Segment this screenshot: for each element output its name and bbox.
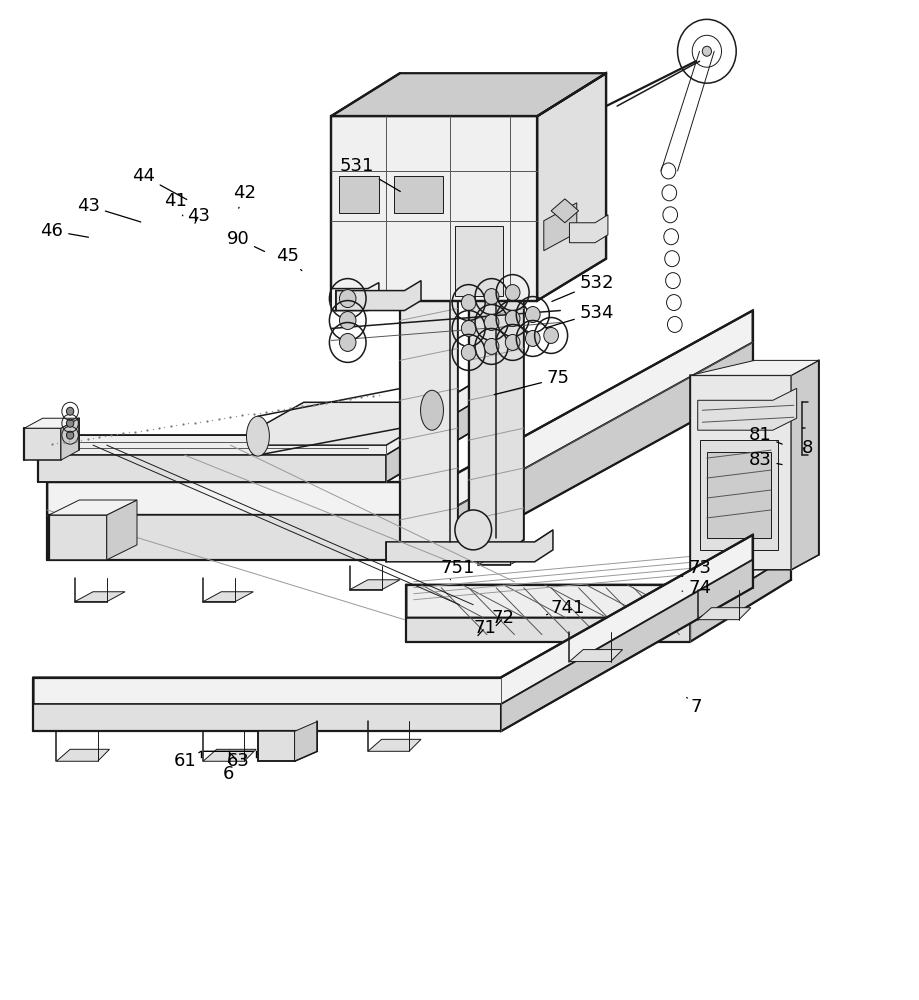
- Text: 43: 43: [77, 197, 141, 222]
- Circle shape: [339, 312, 356, 329]
- Text: 71: 71: [473, 619, 496, 637]
- Text: 41: 41: [164, 192, 187, 216]
- Polygon shape: [258, 402, 432, 445]
- Polygon shape: [331, 283, 379, 311]
- Ellipse shape: [246, 416, 269, 456]
- Polygon shape: [349, 580, 400, 590]
- Circle shape: [339, 290, 356, 308]
- Polygon shape: [501, 560, 753, 731]
- Text: 532: 532: [551, 274, 614, 301]
- Text: 8: 8: [802, 439, 813, 457]
- Polygon shape: [107, 500, 137, 560]
- Text: 73: 73: [682, 559, 711, 577]
- Polygon shape: [33, 704, 501, 731]
- Text: 42: 42: [233, 184, 255, 208]
- Circle shape: [484, 315, 499, 330]
- Polygon shape: [698, 608, 751, 620]
- Polygon shape: [24, 418, 79, 428]
- Polygon shape: [551, 199, 579, 223]
- Text: 44: 44: [132, 167, 187, 200]
- Text: 46: 46: [40, 222, 88, 240]
- Circle shape: [484, 338, 499, 354]
- Ellipse shape: [421, 390, 444, 430]
- Circle shape: [66, 419, 74, 427]
- Polygon shape: [386, 400, 478, 482]
- Polygon shape: [258, 731, 295, 761]
- Polygon shape: [74, 592, 125, 602]
- Circle shape: [461, 344, 476, 360]
- Polygon shape: [61, 418, 79, 460]
- Text: 6: 6: [223, 761, 234, 783]
- Polygon shape: [690, 360, 819, 570]
- Polygon shape: [698, 388, 797, 430]
- Polygon shape: [406, 522, 791, 618]
- Polygon shape: [690, 360, 819, 375]
- Circle shape: [526, 307, 540, 322]
- Circle shape: [544, 327, 559, 343]
- Polygon shape: [47, 311, 753, 515]
- Text: 751: 751: [440, 559, 475, 580]
- Polygon shape: [38, 455, 386, 482]
- Circle shape: [505, 334, 520, 350]
- Text: 534: 534: [547, 304, 614, 328]
- Text: 90: 90: [226, 230, 265, 251]
- Text: 43: 43: [187, 207, 210, 225]
- Polygon shape: [368, 739, 421, 751]
- Polygon shape: [406, 618, 690, 642]
- Circle shape: [461, 320, 476, 336]
- Text: 81: 81: [749, 426, 782, 444]
- Circle shape: [484, 289, 499, 305]
- Circle shape: [526, 330, 540, 346]
- Polygon shape: [469, 243, 524, 552]
- Polygon shape: [455, 226, 504, 296]
- Polygon shape: [791, 360, 819, 570]
- Polygon shape: [414, 106, 471, 261]
- Polygon shape: [331, 116, 538, 301]
- Text: 741: 741: [547, 599, 584, 617]
- Polygon shape: [24, 428, 61, 460]
- Polygon shape: [56, 749, 109, 761]
- Text: 531: 531: [340, 157, 401, 191]
- Polygon shape: [49, 500, 137, 515]
- Polygon shape: [338, 176, 379, 213]
- Circle shape: [455, 510, 492, 550]
- Polygon shape: [478, 555, 528, 565]
- Polygon shape: [335, 281, 421, 311]
- Polygon shape: [38, 380, 478, 455]
- Polygon shape: [33, 535, 753, 704]
- Polygon shape: [570, 650, 622, 662]
- Polygon shape: [203, 749, 256, 761]
- Circle shape: [66, 431, 74, 439]
- Circle shape: [702, 46, 711, 56]
- Polygon shape: [47, 515, 441, 560]
- Polygon shape: [570, 215, 608, 243]
- Circle shape: [66, 407, 74, 415]
- Text: 74: 74: [682, 579, 711, 597]
- Polygon shape: [49, 515, 107, 560]
- Text: 83: 83: [749, 451, 782, 469]
- Polygon shape: [331, 73, 607, 116]
- Text: 72: 72: [492, 609, 515, 627]
- Polygon shape: [386, 530, 553, 562]
- Polygon shape: [538, 73, 607, 301]
- Text: 75: 75: [494, 369, 570, 395]
- Polygon shape: [707, 452, 771, 538]
- Circle shape: [461, 295, 476, 311]
- Text: 63: 63: [226, 752, 249, 770]
- Text: 7: 7: [686, 697, 701, 716]
- Text: 61: 61: [174, 751, 201, 770]
- Polygon shape: [544, 203, 577, 251]
- Polygon shape: [441, 342, 753, 560]
- Circle shape: [339, 333, 356, 351]
- Circle shape: [505, 311, 520, 326]
- Polygon shape: [699, 440, 778, 550]
- Circle shape: [505, 285, 520, 301]
- Polygon shape: [393, 176, 443, 213]
- Text: 45: 45: [276, 247, 301, 271]
- Polygon shape: [203, 592, 254, 602]
- Polygon shape: [400, 251, 458, 560]
- Polygon shape: [478, 101, 528, 253]
- Polygon shape: [690, 555, 791, 642]
- Polygon shape: [295, 721, 317, 761]
